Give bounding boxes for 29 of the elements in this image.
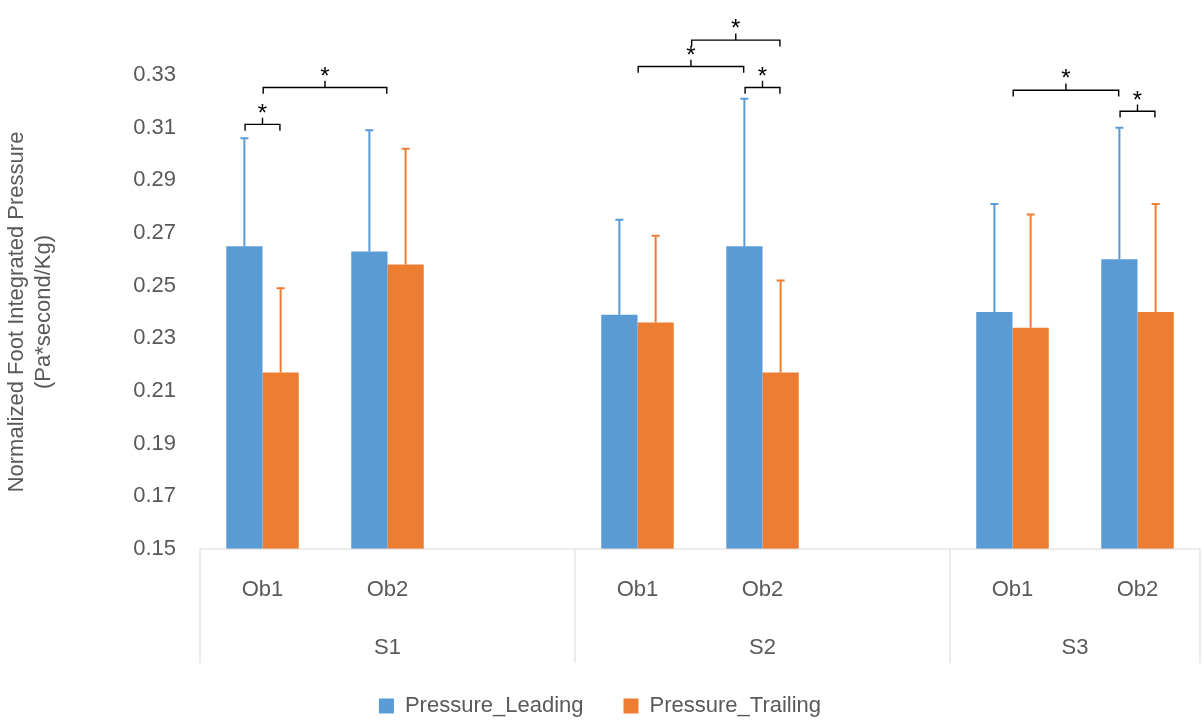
annotation: * — [1061, 64, 1071, 92]
x-tick-label: Ob1 — [991, 576, 1034, 602]
y-tick-label: 0.15 — [133, 535, 176, 561]
y-tick-label: 0.27 — [133, 219, 176, 245]
x-tick-label: Ob1 — [616, 576, 659, 602]
y-tick-label: 0.19 — [133, 429, 176, 455]
x-tick-label: Ob2 — [1116, 576, 1159, 602]
x-tick-label: Ob2 — [741, 576, 784, 602]
x-tick-label: Ob1 — [241, 576, 284, 602]
y-tick-label: 0.33 — [133, 61, 176, 87]
annotation: * — [257, 98, 268, 126]
y-tick-label: 0.25 — [133, 271, 176, 297]
legend-label: Pressure_Leading — [404, 692, 584, 718]
annotation: * — [757, 61, 768, 89]
y-tick-label: 0.29 — [133, 166, 176, 192]
y-axis-title: Normalized Foot Integrated Pressure (Pa*second/Kg) — [3, 131, 55, 493]
legend-label: Pressure_Trailing — [649, 692, 822, 718]
y-tick-label: 0.31 — [133, 113, 176, 139]
annotation: * — [1132, 85, 1143, 113]
text: * — [686, 40, 696, 68]
text: S1 — [374, 634, 401, 660]
text: * — [731, 14, 741, 42]
x-tick-label: Ob2 — [366, 576, 409, 602]
y-tick-label: 0.17 — [133, 482, 176, 508]
annotation: * — [320, 61, 330, 89]
text: S2 — [749, 634, 776, 660]
y-tick-label: 0.21 — [133, 377, 176, 403]
text: S3 — [1061, 634, 1089, 660]
y-tick-label: 0.23 — [133, 324, 176, 350]
